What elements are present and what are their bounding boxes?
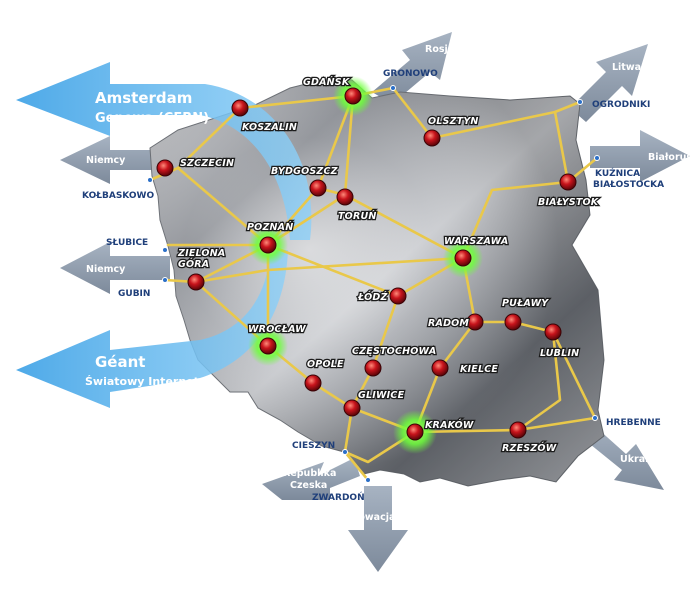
node-zielona-gora[interactable]: [187, 273, 205, 291]
label-gliwice: GLIWICE: [358, 390, 405, 401]
label-olsztyn: OLSZTYN: [428, 116, 479, 127]
label-zielona-gora-2: GÓRA: [178, 258, 209, 270]
label-radom: RADOM: [428, 318, 469, 329]
label-gronowo: GRONOWO: [383, 69, 438, 79]
node-olsztyn[interactable]: [423, 129, 441, 147]
label-lodz: ŁÓDŹ: [357, 291, 388, 303]
slowacja-label: Słowacja: [348, 512, 395, 523]
label-bydgoszcz: BYDGOSZCZ: [271, 166, 339, 177]
label-czestochowa: CZĘSTOCHOWA: [352, 346, 436, 357]
label-szczecin: SZCZECIN: [180, 158, 234, 169]
rosja-label: Rosja: [425, 44, 454, 55]
geant-label-line1: Géant: [95, 353, 145, 371]
node-gliwice[interactable]: [343, 399, 361, 417]
node-warszawa[interactable]: [454, 249, 472, 267]
label-cieszyn: CIESZYN: [292, 441, 335, 451]
crossing-labels: GRONOWO OGRODNIKI KUŹNICA BIAŁOSTOCKA KO…: [82, 69, 664, 503]
label-warszawa: WARSZAWA: [444, 236, 508, 247]
node-poznan[interactable]: [259, 236, 277, 254]
label-opole: OPOLE: [307, 359, 344, 370]
node-wroclaw[interactable]: [259, 337, 277, 355]
label-pulawy: PUŁAWY: [502, 298, 549, 309]
node-krakow[interactable]: [406, 423, 424, 441]
label-gubin: GUBIN: [118, 289, 150, 299]
node-lublin[interactable]: [544, 323, 562, 341]
city-nodes: [156, 87, 577, 441]
node-rzeszow[interactable]: [509, 421, 527, 439]
arrow-niemcy-south: [60, 242, 170, 294]
arrow-geant: [16, 250, 288, 408]
arrow-czechy: [262, 458, 360, 500]
label-rzeszow: RZESZÓW: [502, 442, 557, 454]
label-poznan: POZNAŃ: [247, 221, 293, 233]
node-szczecin[interactable]: [156, 159, 174, 177]
label-krakow: KRAKÓW: [425, 419, 474, 431]
label-kielce: KIELCE: [460, 364, 498, 375]
niemcy-north-label: Niemcy: [86, 155, 126, 166]
label-hrebenne: HREBENNE: [606, 418, 661, 428]
arrow-slowacja: [348, 486, 408, 572]
node-lodz[interactable]: [389, 287, 407, 305]
label-kuznica-1: KUŹNICA: [595, 167, 640, 179]
arrow-niemcy-north: [60, 136, 170, 184]
node-bydgoszcz[interactable]: [309, 179, 327, 197]
node-opole[interactable]: [304, 374, 322, 392]
label-gdansk: GDAŃSK: [303, 76, 350, 88]
node-pulawy[interactable]: [504, 313, 522, 331]
amsterdam-label-line1: Amsterdam: [95, 89, 192, 107]
node-bialystok[interactable]: [559, 173, 577, 191]
arrow-litwa: [570, 44, 648, 122]
label-kuznica-2: BIAŁOSTOCKA: [593, 180, 664, 190]
czechy-label-line1: Republika: [283, 468, 336, 479]
node-gdansk[interactable]: [344, 87, 362, 105]
litwa-label: Litwa: [612, 62, 641, 73]
label-torun: TORUŃ: [338, 210, 377, 222]
label-slubice: SŁUBICE: [106, 238, 148, 248]
ukraina-label: Ukraina: [620, 454, 662, 465]
geant-label-line2: Światowy Internet: [85, 375, 199, 388]
label-lublin: LUBLIN: [540, 348, 579, 359]
poland-outline: [149, 77, 605, 487]
bialorus-label: Białoruś: [648, 152, 692, 163]
arrow-bialorus: [590, 130, 690, 182]
node-kielce[interactable]: [431, 359, 449, 377]
node-czestochowa[interactable]: [364, 359, 382, 377]
node-radom[interactable]: [466, 313, 484, 331]
amsterdam-label-line2: Genewa (CERN): [95, 111, 209, 126]
city-labels: GDAŃSK KOSZALIN SZCZECIN BYDGOSZCZ TORUŃ…: [176, 75, 600, 456]
node-torun[interactable]: [336, 188, 354, 206]
border-dots: [147, 85, 600, 483]
label-zielona-gora-1: ZIELONA: [177, 248, 225, 259]
label-wroclaw: WROCŁAW: [248, 324, 306, 335]
label-zwardon: ZWARDOŃ: [312, 491, 365, 503]
niemcy-south-label: Niemcy: [86, 264, 126, 275]
label-kolbaskowo: KOŁBASKOWO: [82, 191, 154, 201]
label-koszalin: KOSZALIN: [242, 122, 297, 133]
czechy-label-line2: Czeska: [290, 480, 327, 491]
label-ogrodniki: OGRODNIKI: [592, 100, 650, 110]
label-bialystok: BIAŁYSTOK: [538, 197, 599, 208]
node-koszalin[interactable]: [231, 99, 249, 117]
